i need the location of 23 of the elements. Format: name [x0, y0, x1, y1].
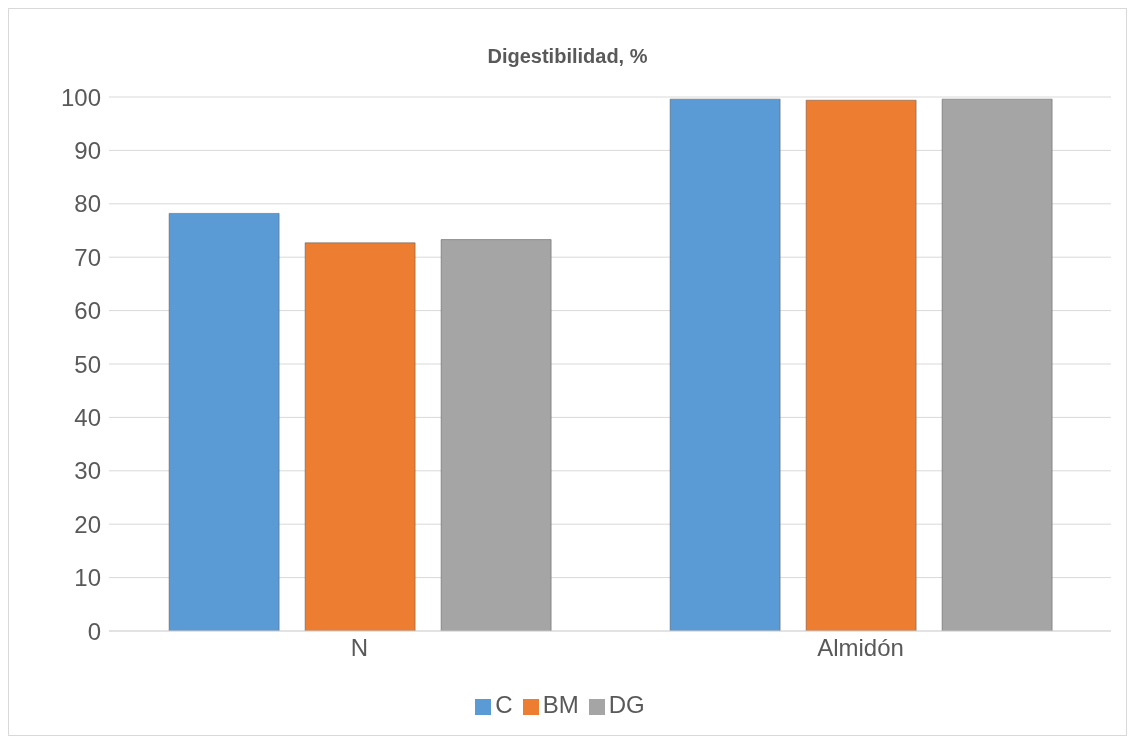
- bar: [669, 98, 781, 631]
- y-tick-label: 0: [87, 617, 101, 645]
- y-tick-label: 90: [74, 136, 101, 164]
- y-tick-label: 50: [74, 350, 101, 378]
- y-tick-label: 20: [74, 510, 101, 538]
- y-tick-label: 70: [74, 243, 101, 271]
- bar: [304, 242, 416, 631]
- legend-label: C: [495, 691, 513, 718]
- y-tick-label: 40: [74, 403, 101, 431]
- y-tick-label: 100: [60, 83, 101, 111]
- chart-title: Digestibilidad, %: [486, 45, 649, 68]
- bar: [168, 213, 280, 631]
- y-tick-label: 60: [74, 297, 101, 325]
- bar: [941, 98, 1053, 631]
- legend-label: BM: [542, 691, 579, 718]
- bar: [440, 239, 552, 631]
- y-tick-label: 30: [74, 457, 101, 485]
- x-tick-label: Almidón: [817, 634, 904, 662]
- y-tick-label: 80: [74, 190, 101, 218]
- bar: [805, 99, 917, 631]
- y-tick-label: 10: [74, 564, 101, 592]
- x-tick-label: N: [350, 634, 369, 662]
- legend-label: DG: [608, 691, 645, 718]
